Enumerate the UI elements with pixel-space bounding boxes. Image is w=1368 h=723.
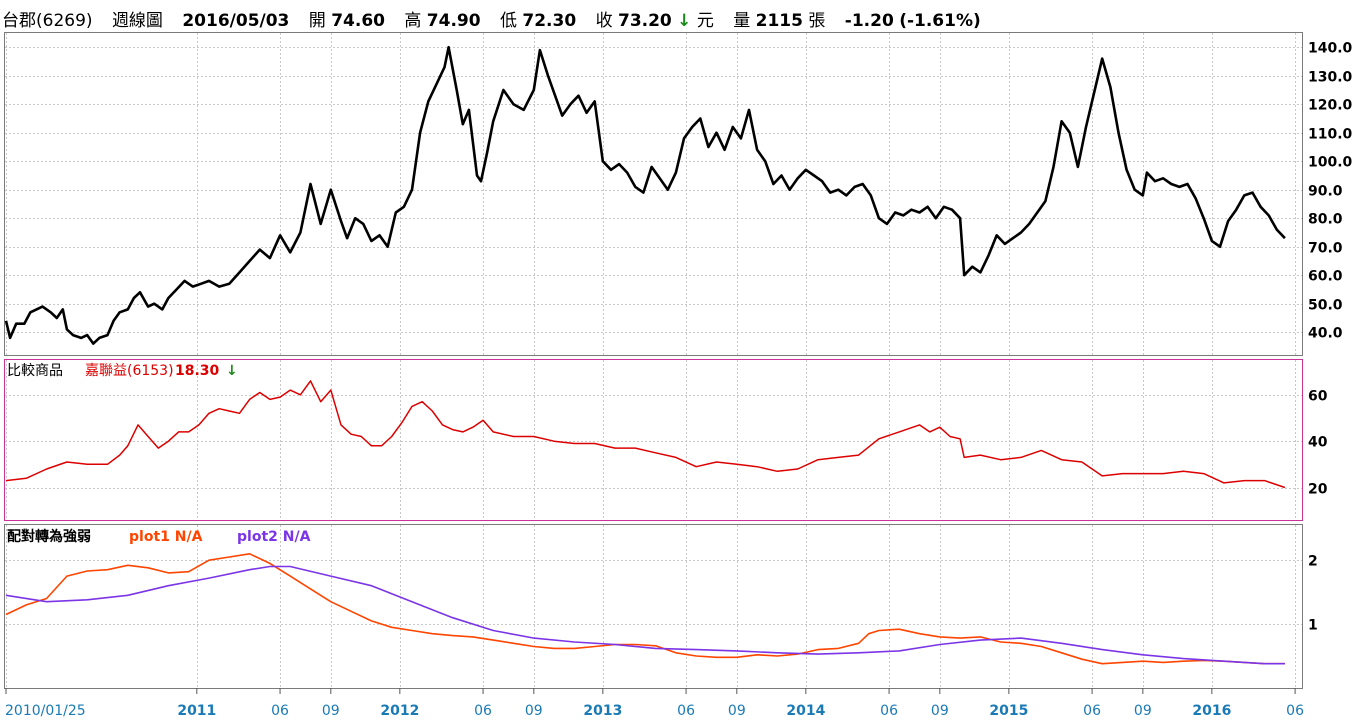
x-tick-label: 2013	[583, 703, 622, 719]
series-line	[5, 565, 1285, 665]
y-tick-label: 120.0	[1308, 98, 1353, 114]
x-tick-label: 09	[322, 703, 340, 719]
y-tick-label: 20	[1308, 482, 1328, 498]
y-tick-label: 40	[1308, 435, 1328, 451]
y-tick-label: 60.0	[1308, 269, 1343, 285]
strength-panel-frame	[4, 524, 1303, 689]
y-tick-label: 1	[1308, 618, 1318, 634]
quote-date: 2016/05/03	[182, 11, 290, 31]
y-tick-label: 100.0	[1308, 155, 1353, 171]
y-tick-label: 130.0	[1308, 70, 1353, 86]
down-arrow-icon: ↓	[677, 11, 692, 31]
y-tick-label: 40.0	[1308, 326, 1343, 342]
low-value: 72.30	[522, 11, 577, 31]
period-label: 週線圖	[111, 11, 163, 31]
x-tick-label: 06	[1083, 703, 1101, 719]
series-line	[5, 380, 1286, 489]
x-tick-label: 09	[1134, 703, 1152, 719]
plot2-legend: plot2 N/A	[237, 529, 311, 545]
x-tick-label: 2015	[989, 703, 1028, 719]
open-label: 開	[308, 11, 326, 31]
volume-value: 2115	[755, 11, 803, 31]
y-tick-label: 70.0	[1308, 241, 1343, 257]
y-tick-labels: 40.0 50.0 60.0 70.0 80.0 90.0 100.0 110.0 120.0 1…	[1308, 41, 1353, 634]
close-value: 73.20	[617, 11, 672, 31]
y-tick-label: 2	[1308, 554, 1318, 570]
y-tick-label: 50.0	[1308, 298, 1343, 314]
open-value: 74.60	[331, 11, 385, 31]
x-tick-label: 06	[1286, 703, 1304, 719]
low-label: 低	[499, 11, 517, 31]
series-line	[4, 45, 1286, 345]
series-line	[5, 553, 1285, 665]
x-tick-label: 06	[677, 703, 695, 719]
y-tick-label: 90.0	[1308, 184, 1343, 200]
volume-label: 量	[733, 11, 751, 31]
close-label: 收	[595, 11, 613, 31]
plot1-legend: plot1 N/A	[129, 529, 203, 545]
compare-panel-title: 比較商品	[7, 363, 63, 379]
x-tick-label: 2011	[177, 703, 216, 719]
x-tick-label: 09	[931, 703, 949, 719]
strength-panel-title: 配對轉為強弱	[7, 528, 91, 545]
x-tick-label: 09	[728, 703, 746, 719]
x-tick-label: 06	[271, 703, 289, 719]
y-tick-label: 140.0	[1308, 41, 1353, 57]
x-tick-label: 06	[474, 703, 492, 719]
compare-symbol[interactable]: 嘉聯益(6153)	[85, 363, 174, 379]
stock-name[interactable]: 台郡(6269)	[2, 11, 93, 31]
grid-lines	[5, 33, 1302, 688]
panel-frames	[4, 32, 1303, 689]
high-value: 74.90	[426, 11, 481, 31]
change-percent: (-1.61%)	[899, 11, 981, 31]
x-tick-label: 06	[880, 703, 898, 719]
y-tick-label: 60	[1308, 389, 1328, 405]
series-lines	[4, 45, 1286, 665]
x-tick-label: 2010/01/25	[5, 703, 86, 719]
x-tick-labels: 2010/01/25 2011 06 09 2012 06 09 2013 06 09 2014 06…	[5, 688, 1304, 719]
compare-value: 18.30	[175, 363, 220, 379]
x-tick-label: 2016	[1192, 703, 1231, 719]
volume-unit: 張	[808, 11, 826, 31]
x-tick-label: 2012	[380, 703, 419, 719]
high-label: 高	[404, 11, 422, 31]
price-panel-frame	[4, 32, 1303, 356]
y-tick-label: 80.0	[1308, 212, 1343, 228]
x-tick-label: 2014	[786, 703, 825, 719]
close-unit: 元	[696, 11, 714, 31]
y-tick-label: 110.0	[1308, 127, 1353, 143]
x-tick-label: 09	[525, 703, 543, 719]
change-value: -1.20	[844, 11, 894, 31]
down-arrow-icon: ↓	[226, 363, 238, 379]
compare-panel-frame	[4, 359, 1303, 521]
quote-header: 台郡(6269) 週線圖 2016/05/03 開 74.60 高 74.90 …	[0, 0, 1368, 32]
